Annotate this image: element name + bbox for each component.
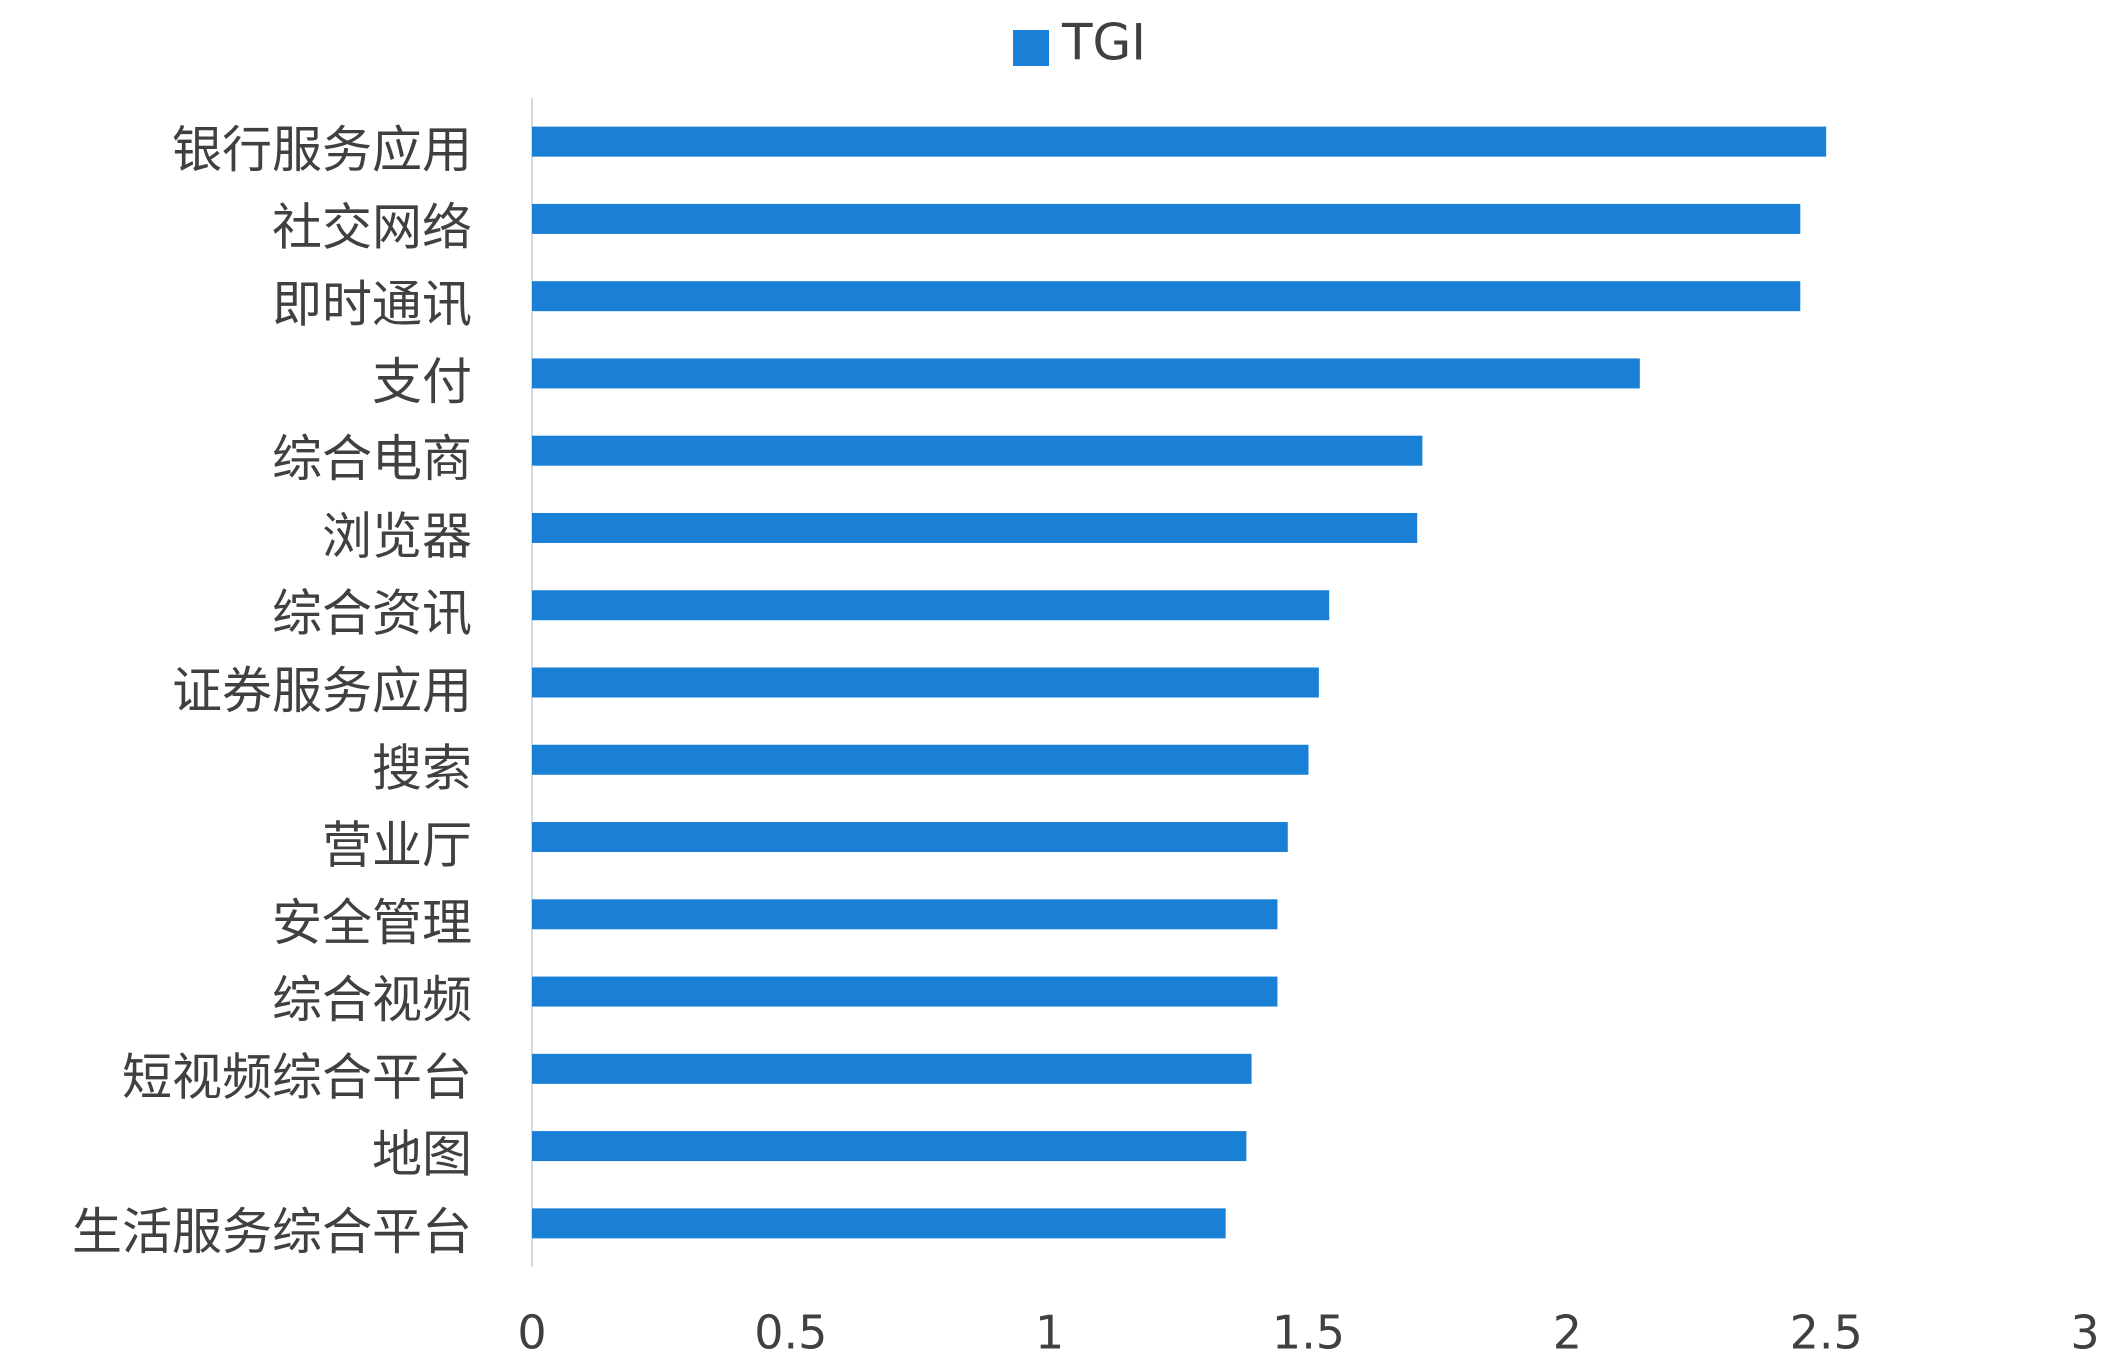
x-tick-label: 1 — [1035, 1306, 1064, 1359]
y-tick-label: 综合视频 — [272, 971, 472, 1029]
bar — [532, 512, 1418, 543]
x-tick-label: 0 — [517, 1306, 546, 1359]
bar — [532, 899, 1278, 930]
x-tick-label: 3 — [2070, 1306, 2099, 1359]
legend-swatch — [1013, 30, 1049, 66]
bar — [532, 1131, 1247, 1162]
legend-label: TGI — [1061, 14, 1146, 72]
bar — [532, 744, 1309, 775]
y-tick-label: 银行服务应用 — [172, 121, 472, 179]
y-tick-label: 综合资讯 — [272, 585, 472, 643]
y-tick-label: 搜索 — [372, 739, 472, 797]
bar — [532, 126, 1827, 157]
bar — [532, 203, 1801, 234]
x-tick-label: 2 — [1553, 1306, 1582, 1359]
y-tick-label: 综合电商 — [272, 430, 472, 488]
bar — [532, 358, 1640, 389]
y-tick-label: 即时通讯 — [272, 276, 472, 334]
bar — [532, 1053, 1252, 1084]
bar — [532, 281, 1801, 312]
y-tick-label: 浏览器 — [322, 507, 472, 565]
y-tick-label: 支付 — [372, 353, 472, 411]
y-tick-label: 营业厅 — [322, 817, 472, 875]
bar — [532, 976, 1278, 1007]
x-tick-label: 2.5 — [1790, 1306, 1863, 1359]
bar — [532, 822, 1288, 853]
x-tick-label: 0.5 — [754, 1306, 827, 1359]
bar — [532, 1208, 1226, 1239]
y-tick-label: 短视频综合平台 — [122, 1048, 472, 1106]
bar — [532, 590, 1330, 621]
bar — [532, 667, 1319, 698]
y-tick-label: 生活服务综合平台 — [72, 1203, 472, 1261]
y-tick-label: 社交网络 — [272, 198, 472, 256]
x-tick-label: 1.5 — [1272, 1306, 1345, 1359]
y-tick-label: 地图 — [372, 1126, 472, 1184]
y-tick-label: 证券服务应用 — [172, 662, 472, 720]
bar — [532, 435, 1423, 466]
y-tick-label: 安全管理 — [272, 894, 472, 952]
